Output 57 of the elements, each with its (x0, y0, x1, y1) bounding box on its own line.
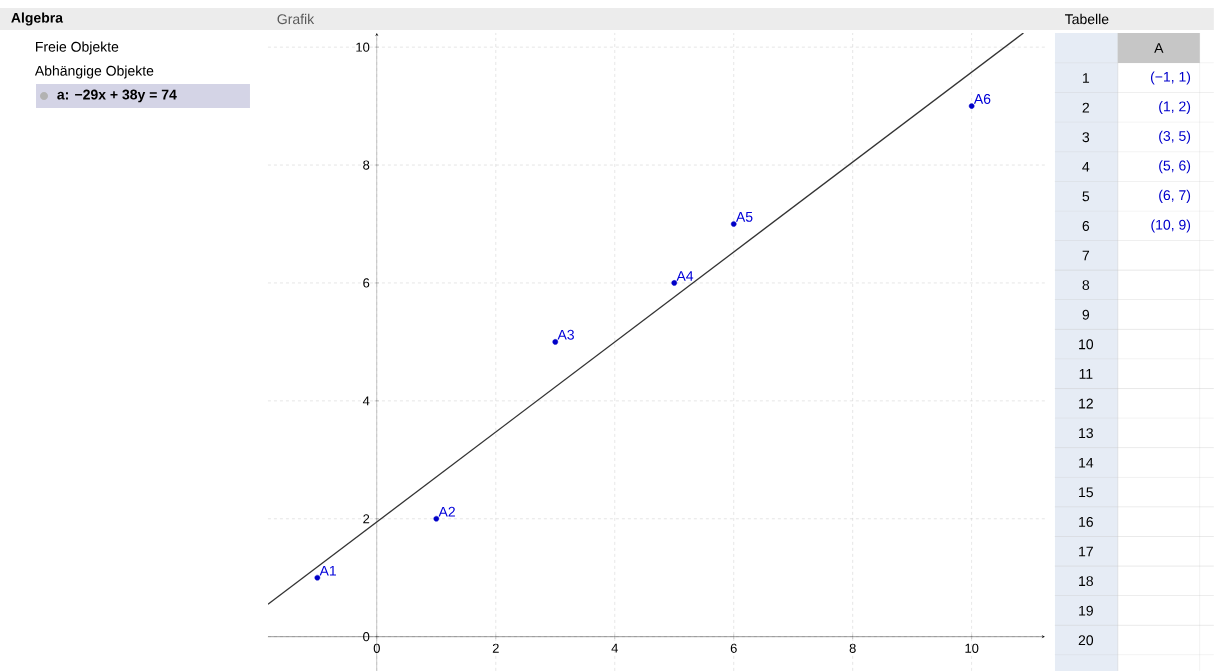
text: 14 (1079, 457, 1094, 468)
text: 16 (1079, 516, 1093, 527)
point (730, 221, 737, 227)
text: 15 (1079, 487, 1094, 498)
text: Freie Objekte (36, 41, 119, 55)
text: 11 (1079, 369, 1093, 379)
text: (5, 6) (1159, 160, 1191, 174)
text: 12 (1079, 398, 1093, 409)
x-tick-label: 8 (849, 643, 856, 653)
text: 7 (1082, 250, 1090, 261)
text: 20 (1078, 635, 1094, 646)
text: 19 (1079, 605, 1093, 616)
y-tick-label: 6 (363, 278, 370, 288)
text: 6 (1082, 220, 1090, 231)
chart-title: Grafik (277, 13, 315, 25)
text: 13 (1079, 428, 1093, 439)
text: 9 (1082, 309, 1090, 320)
text: A (1154, 43, 1164, 53)
point (314, 574, 321, 581)
text: (10, 9) (1151, 219, 1191, 233)
text: 2 (1082, 102, 1090, 113)
text: 18 (1079, 576, 1094, 587)
x-tick-label: 4 (611, 643, 618, 653)
annotation: A1 (319, 565, 336, 576)
text: a: −29x + 38y = 74 (57, 89, 177, 103)
x-tick-label: 0 (373, 643, 380, 653)
text: (−1, 1) (1150, 71, 1191, 85)
y-tick-label: 2 (363, 514, 370, 524)
annotation: A4 (676, 271, 694, 281)
text: (6, 7) (1159, 189, 1191, 203)
point (552, 339, 559, 345)
annotation: A3 (557, 329, 574, 340)
text: 8 (1082, 280, 1090, 291)
annotation: A2 (438, 506, 455, 517)
point (968, 103, 975, 109)
y-tick-label: 8 (363, 160, 370, 170)
x-tick-label: 2 (492, 643, 499, 653)
point (433, 515, 440, 522)
text: Algebra (11, 12, 64, 26)
text: 5 (1082, 191, 1090, 202)
text: Abhängige Objekte (34, 65, 154, 79)
x-tick-label: 10 (965, 643, 979, 653)
text: Tabelle (1065, 13, 1109, 25)
text: (3, 5) (1159, 130, 1191, 144)
text: (1, 2) (1159, 101, 1191, 115)
text: 17 (1079, 546, 1093, 557)
point (671, 280, 678, 286)
x-tick-label: 6 (730, 643, 737, 653)
annotation: A5 (735, 212, 753, 222)
text: 1 (1083, 73, 1090, 83)
text: 3 (1082, 132, 1090, 143)
y-tick-label: 0 (363, 632, 370, 642)
y-tick-label: 10 (356, 42, 370, 52)
annotation: A6 (973, 93, 991, 104)
y-tick-label: 4 (362, 396, 370, 406)
text: 10 (1079, 339, 1094, 350)
text: 4 (1082, 161, 1090, 172)
